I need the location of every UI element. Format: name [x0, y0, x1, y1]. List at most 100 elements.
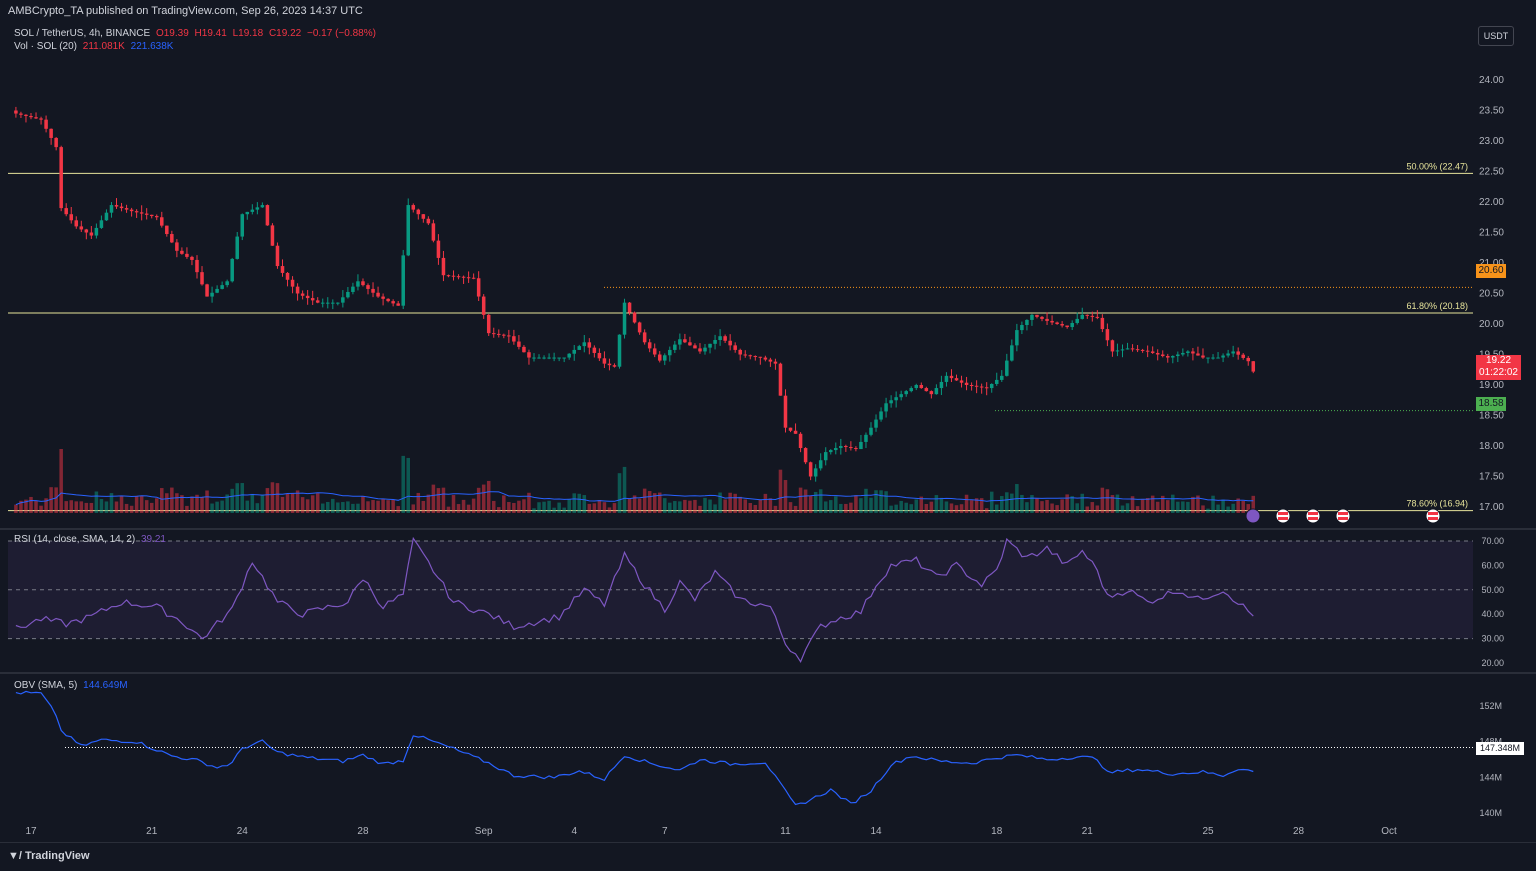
candle-body — [803, 448, 808, 463]
candle-body — [436, 240, 441, 258]
volume-bar — [250, 493, 255, 513]
candle-body — [1236, 351, 1240, 355]
flag-stripe-icon — [1278, 512, 1288, 515]
candle-body — [1176, 354, 1180, 357]
flag-stripe-icon — [1308, 517, 1318, 520]
candle-body — [698, 348, 702, 352]
obv-label: OBV (SMA, 5) — [14, 680, 78, 691]
candle-body — [1186, 351, 1190, 353]
candle-body — [351, 286, 355, 292]
candle-body — [894, 397, 898, 401]
price-chart[interactable]: 50.00% (22.47) 61.80% (20.18) 78.60% (16.9… — [0, 0, 1536, 842]
candle-body — [1040, 316, 1044, 319]
candle-body — [552, 357, 556, 359]
volume-bar — [934, 495, 939, 513]
candle-body — [195, 259, 199, 273]
volume-bar — [793, 505, 798, 513]
time-axis[interactable]: 17 21 24 28 Sep 4 7 11 14 18 21 25 28 Oct — [25, 826, 1397, 837]
candle-body — [642, 332, 647, 343]
candle-body — [788, 427, 793, 431]
candle-body — [185, 253, 189, 257]
volume-label: Vol · SOL (20) — [14, 41, 77, 52]
candle-body — [104, 212, 109, 221]
us-flag-event-icon[interactable] — [1275, 508, 1291, 524]
tradingview-logo[interactable]: ▼/ TradingView — [8, 850, 90, 862]
candle-body — [1155, 352, 1160, 355]
volume-bar — [154, 498, 159, 513]
candle-body — [386, 298, 390, 302]
candle-body — [331, 302, 335, 304]
candlesticks[interactable] — [14, 106, 1256, 482]
volume-bar — [889, 505, 893, 513]
candle-body — [1035, 314, 1039, 317]
flag-stripe-icon — [1428, 517, 1438, 520]
price-tick: 18.50 — [1479, 411, 1504, 422]
volume-bar — [1085, 506, 1090, 513]
volume-bar — [678, 501, 682, 513]
event-markers[interactable] — [1245, 508, 1441, 524]
volume-bar — [104, 501, 109, 513]
rsi-pane[interactable] — [8, 536, 1473, 663]
volume-bar — [582, 495, 587, 513]
volume-bar — [703, 497, 707, 513]
volume-bar — [1105, 489, 1110, 513]
candle-body — [783, 395, 788, 428]
price-tick: 23.50 — [1479, 106, 1504, 117]
volume-bar — [170, 487, 174, 513]
volume-bar — [1140, 499, 1145, 513]
volume-bar — [1040, 501, 1044, 513]
currency-button[interactable]: USDT — [1478, 26, 1514, 46]
volume-bar — [361, 496, 365, 513]
candle-body — [778, 363, 783, 396]
candle-body — [582, 342, 587, 347]
candle-body — [230, 258, 234, 282]
price-tick: 24.00 — [1479, 75, 1504, 86]
time-tick: 11 — [780, 826, 791, 837]
candle-body — [1060, 324, 1064, 326]
main-legend: SOL / TetherUS, 4h, BINANCE O19.39 H19.4… — [14, 28, 379, 39]
volume-bar — [688, 500, 692, 513]
obv-tick: 144M — [1479, 772, 1502, 782]
candle-body — [839, 446, 843, 449]
candle-body — [617, 334, 622, 367]
volume-bar — [627, 498, 632, 513]
candle-body — [703, 347, 707, 352]
us-flag-event-icon[interactable] — [1335, 508, 1351, 524]
volume-bar — [1010, 493, 1014, 513]
candle-body — [1166, 356, 1170, 358]
price-axis[interactable]: 24.00 23.50 23.00 22.50 22.00 21.50 21.00 20.50… — [1479, 75, 1504, 818]
obv-value: 144.649M — [83, 680, 128, 691]
volume-bar — [1186, 501, 1190, 513]
candle-body — [768, 359, 773, 362]
volume-bar — [406, 457, 411, 513]
candle-body — [416, 209, 421, 215]
volume-bar — [874, 490, 878, 513]
volume-bar — [396, 506, 400, 513]
volume-bar — [180, 495, 184, 513]
candle-body — [79, 226, 84, 230]
candle-body — [356, 281, 360, 287]
us-flag-event-icon[interactable] — [1425, 508, 1441, 524]
candle-body — [688, 342, 692, 346]
us-flag-event-icon[interactable] — [1305, 508, 1321, 524]
obv-pane[interactable] — [15, 690, 1473, 806]
volume-bar — [1236, 498, 1240, 513]
candle-body — [486, 314, 491, 334]
volume-bar — [708, 499, 712, 513]
candle-body — [431, 223, 436, 241]
candle-body — [657, 354, 662, 361]
price-tag-support: 18.58 — [1476, 397, 1506, 411]
candle-body — [310, 298, 315, 301]
candle-body — [949, 375, 954, 379]
price-tick: 17.50 — [1479, 472, 1504, 483]
candle-body — [884, 403, 888, 412]
candle-body — [1140, 349, 1145, 351]
candle-body — [1025, 319, 1029, 326]
volume-bar — [336, 502, 340, 513]
volume-bar — [376, 500, 380, 513]
candle-body — [502, 334, 506, 336]
price-tick: 23.00 — [1479, 136, 1504, 147]
candle-body — [240, 214, 245, 237]
earnings-event-icon[interactable] — [1245, 508, 1261, 524]
candle-body — [245, 211, 250, 215]
